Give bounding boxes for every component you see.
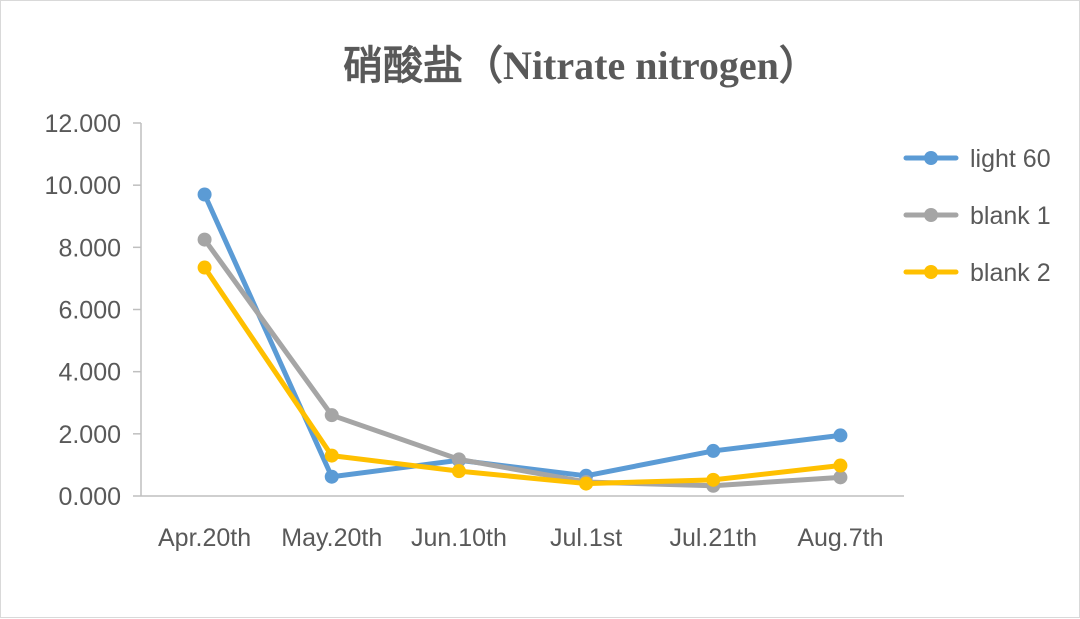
data-point xyxy=(833,470,848,485)
x-tick-label: Aug.7th xyxy=(797,524,883,552)
x-tick-label: May.20th xyxy=(281,524,382,552)
legend-item: blank 2 xyxy=(903,259,1051,287)
legend: light 60 blank 1 blank 2 xyxy=(903,145,1051,287)
legend-swatch-marker xyxy=(924,265,938,279)
data-point xyxy=(197,232,212,247)
chart-title: 硝酸盐（Nitrate nitrogen） xyxy=(343,43,819,88)
data-point xyxy=(324,469,339,484)
series-line xyxy=(202,191,843,480)
y-axis: 0.000 2.000 4.000 6.000 8.000 10.000 12.000 xyxy=(45,110,142,511)
data-point xyxy=(451,452,466,467)
x-tick-label: Jun.10th xyxy=(411,524,507,552)
data-point xyxy=(833,458,848,473)
legend-item: blank 1 xyxy=(903,202,1051,230)
series-line xyxy=(202,237,843,489)
data-point xyxy=(324,448,339,463)
legend-swatch-marker xyxy=(924,151,938,165)
legend-label: blank 2 xyxy=(970,259,1051,287)
data-point xyxy=(706,472,721,487)
legend-label: blank 1 xyxy=(970,202,1051,230)
x-tick-label: Apr.20th xyxy=(158,524,251,552)
data-point xyxy=(324,408,339,423)
y-tick-label: 0.000 xyxy=(58,483,121,511)
series-blank-2 xyxy=(197,260,848,491)
y-tick-label: 8.000 xyxy=(58,234,121,262)
data-point xyxy=(197,187,212,202)
x-axis: Apr.20th May.20th Jun.10th Jul.1st Jul.21th A… xyxy=(141,495,904,552)
series-line xyxy=(202,265,843,487)
series-blank-1 xyxy=(197,232,848,493)
y-tick-label: 2.000 xyxy=(58,421,121,449)
legend-item: light 60 xyxy=(903,145,1051,173)
series-layer xyxy=(197,187,848,493)
y-tick-label: 6.000 xyxy=(58,297,121,325)
series-light-60 xyxy=(197,187,848,484)
data-point xyxy=(706,443,721,458)
data-point xyxy=(451,464,466,479)
x-tick-label: Jul.1st xyxy=(550,524,622,552)
y-tick-label: 4.000 xyxy=(58,359,121,387)
data-point xyxy=(579,476,594,491)
x-tick-label: Jul.21th xyxy=(669,524,757,552)
data-point xyxy=(197,260,212,275)
legend-label: light 60 xyxy=(970,145,1051,173)
data-point xyxy=(833,428,848,443)
legend-swatch-marker xyxy=(924,208,938,222)
y-tick-label: 12.000 xyxy=(45,110,121,138)
y-tick-label: 10.000 xyxy=(45,172,121,200)
